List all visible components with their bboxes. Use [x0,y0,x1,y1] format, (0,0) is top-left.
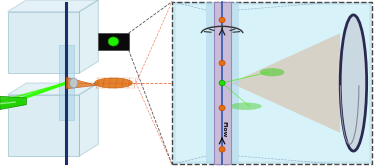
Text: Flow: Flow [222,121,227,138]
Ellipse shape [260,68,284,76]
Bar [59,45,74,120]
Ellipse shape [219,60,225,66]
Bar [206,2,214,164]
Polygon shape [79,0,98,73]
Ellipse shape [219,17,225,23]
Bar [172,2,372,164]
Bar [231,2,239,164]
Ellipse shape [230,103,262,110]
Ellipse shape [340,15,367,151]
Polygon shape [8,95,79,156]
Bar [176,5,369,161]
Bar [172,2,372,164]
Bar [214,2,231,164]
Polygon shape [0,96,26,110]
Polygon shape [8,12,79,73]
Polygon shape [231,33,340,133]
Polygon shape [79,83,98,156]
Ellipse shape [219,105,225,111]
Ellipse shape [70,78,78,88]
Ellipse shape [219,147,225,152]
Ellipse shape [108,37,119,46]
Polygon shape [66,77,96,89]
Polygon shape [98,33,129,50]
Ellipse shape [219,80,225,86]
Polygon shape [8,83,98,95]
Ellipse shape [94,78,132,88]
Polygon shape [8,0,98,12]
